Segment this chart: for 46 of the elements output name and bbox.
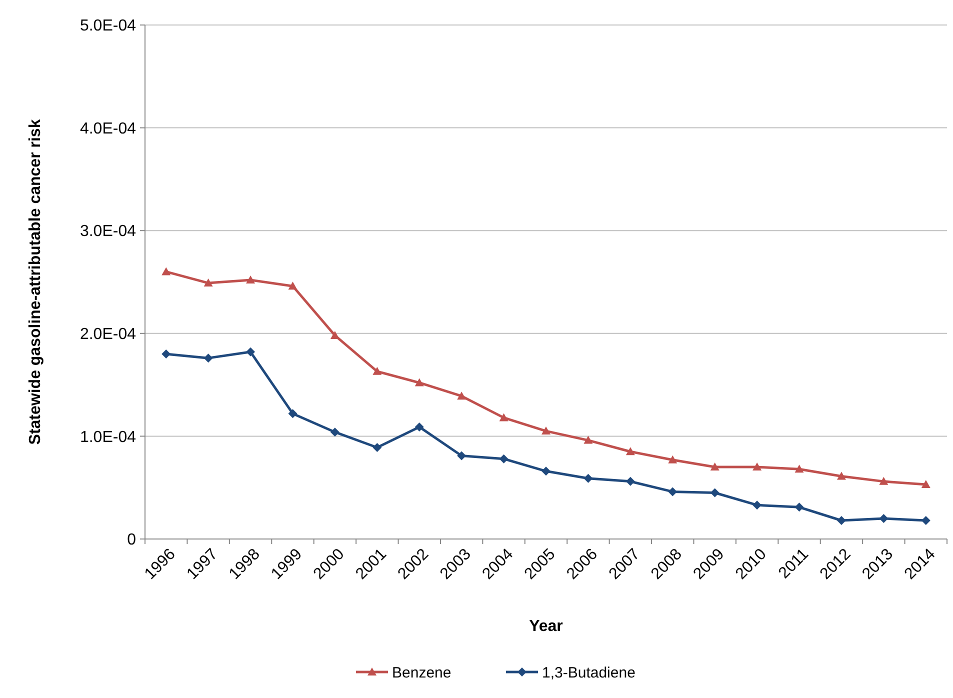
point xyxy=(752,462,762,471)
point xyxy=(162,349,171,358)
point xyxy=(584,474,593,483)
point xyxy=(668,487,678,496)
point xyxy=(584,436,593,444)
point xyxy=(668,455,678,464)
point xyxy=(879,476,888,485)
point xyxy=(457,392,466,400)
point xyxy=(414,422,424,432)
point xyxy=(794,502,804,512)
point xyxy=(794,464,804,473)
point xyxy=(288,282,298,290)
point xyxy=(372,443,382,452)
point xyxy=(710,488,720,498)
point xyxy=(499,413,508,422)
point xyxy=(836,472,846,480)
legend-label: Benzene xyxy=(392,664,452,682)
point xyxy=(921,480,930,488)
point xyxy=(372,366,382,375)
point xyxy=(457,451,466,460)
point xyxy=(246,347,256,356)
point xyxy=(330,428,340,437)
point xyxy=(162,267,171,276)
y-tick-label: 1.0E-04 xyxy=(80,428,136,446)
point xyxy=(626,447,635,456)
point xyxy=(246,275,256,284)
point xyxy=(710,462,720,471)
point xyxy=(204,278,213,287)
point xyxy=(836,516,846,525)
y-tick-label: 2.0E-04 xyxy=(80,326,136,343)
point xyxy=(499,454,508,464)
point xyxy=(414,378,424,386)
point xyxy=(204,354,213,363)
point xyxy=(288,409,298,418)
y-tick-label: 0 xyxy=(127,532,136,549)
point xyxy=(626,476,635,486)
point xyxy=(542,426,550,435)
point xyxy=(542,466,550,476)
y-tick-label: 4.0E-04 xyxy=(80,120,136,138)
point xyxy=(879,514,888,523)
legend-label: 1,3-Butadiene xyxy=(542,664,636,682)
point xyxy=(330,330,340,339)
y-axis-title: Statewide gasoline-attributable cancer risk xyxy=(27,119,44,445)
x-axis-title: Year xyxy=(529,618,563,635)
y-tick-label: 3.0E-04 xyxy=(80,223,136,240)
y-tick-label: 5.0E-04 xyxy=(80,18,136,35)
